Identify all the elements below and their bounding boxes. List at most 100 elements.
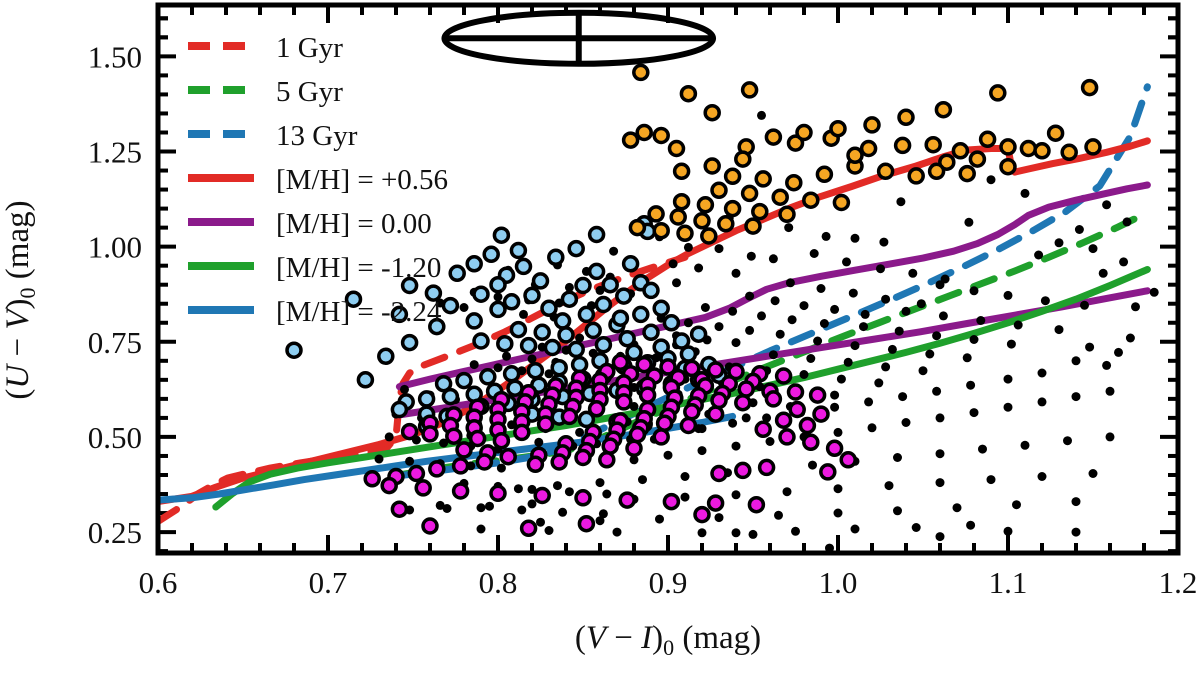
data-point <box>770 296 780 306</box>
data-point <box>553 312 572 330</box>
x-tick-label: 1.2 <box>1159 565 1198 600</box>
data-point <box>932 386 942 396</box>
data-point <box>451 482 470 500</box>
data-point <box>1080 300 1089 310</box>
data-point <box>455 371 473 390</box>
data-point <box>594 295 613 314</box>
data-point <box>595 516 605 526</box>
data-point <box>680 492 690 502</box>
legend-entry[interactable]: [M/H] = +0.56 <box>188 164 448 196</box>
data-point <box>472 285 490 303</box>
data-point <box>652 126 670 145</box>
data-point <box>434 374 453 393</box>
data-point <box>489 300 507 319</box>
data-point <box>1012 500 1021 510</box>
data-point <box>962 353 972 363</box>
data-point <box>745 291 755 301</box>
data-point <box>860 309 870 319</box>
data-point <box>1054 325 1064 335</box>
x-tick-label: 0.8 <box>479 565 518 600</box>
data-point <box>672 332 691 350</box>
data-point <box>465 312 483 330</box>
data-point <box>924 135 942 154</box>
data-point <box>405 456 415 466</box>
data-point <box>932 331 942 341</box>
data-point <box>700 303 710 312</box>
data-point <box>472 332 490 350</box>
data-point <box>531 272 550 290</box>
data-point <box>863 116 881 134</box>
data-point <box>757 458 776 477</box>
data-point <box>577 410 596 429</box>
data-point <box>356 371 375 389</box>
data-point <box>802 191 820 209</box>
data-point <box>1063 436 1072 446</box>
data-point <box>587 262 606 281</box>
data-point <box>734 150 752 168</box>
data-point <box>876 162 895 181</box>
data-point <box>587 225 606 244</box>
data-point <box>1088 244 1098 254</box>
data-point <box>459 303 469 312</box>
legend-entry[interactable]: 1 Gyr <box>188 32 343 64</box>
data-point <box>897 108 915 127</box>
data-point <box>421 517 439 535</box>
legend-entry[interactable]: 5 Gyr <box>188 76 343 108</box>
legend-entry[interactable]: [M/H] = 0.00 <box>188 208 432 240</box>
data-point <box>441 387 460 406</box>
data-point <box>700 227 718 245</box>
x-tick-label: 0.9 <box>649 565 688 600</box>
legend-label: 5 Gyr <box>276 76 343 108</box>
data-point <box>901 306 911 316</box>
data-point <box>893 506 902 516</box>
legend-entry[interactable]: 13 Gyr <box>188 120 358 152</box>
data-point <box>969 408 979 418</box>
data-point <box>706 494 725 512</box>
data-point <box>574 276 592 295</box>
data-point <box>1037 368 1047 378</box>
data-point <box>859 322 868 332</box>
y-tick-label: 0.75 <box>88 325 142 360</box>
data-point <box>731 528 741 538</box>
data-point <box>611 309 630 327</box>
x-tick-label: 0.7 <box>309 565 348 600</box>
data-point <box>935 280 945 290</box>
data-point <box>468 429 487 448</box>
data-point <box>489 275 507 294</box>
data-point <box>363 470 381 488</box>
data-point <box>1122 217 1132 227</box>
legend-entry[interactable]: [M/H] = -1.20 <box>188 252 441 284</box>
data-point <box>976 316 986 325</box>
data-point <box>964 217 974 227</box>
data-point <box>384 432 394 442</box>
data-point <box>764 128 783 146</box>
data-point <box>502 351 511 361</box>
data-point <box>1006 339 1016 349</box>
data-point <box>544 369 554 379</box>
legend-entry[interactable]: [M/H] = -2.24 <box>188 296 442 328</box>
data-point <box>672 162 691 181</box>
data-point <box>867 423 877 433</box>
data-point <box>832 193 851 212</box>
data-point <box>601 275 619 294</box>
data-point <box>901 418 911 427</box>
data-point <box>527 499 537 509</box>
data-point <box>519 309 528 319</box>
data-point <box>502 365 521 383</box>
data-point <box>1033 142 1051 160</box>
data-point <box>1102 200 1112 210</box>
data-point <box>519 336 538 355</box>
data-point <box>935 449 945 459</box>
data-point <box>493 363 503 373</box>
data-point <box>482 245 500 264</box>
data-point <box>731 268 741 278</box>
data-point <box>642 323 660 342</box>
data-point <box>647 205 665 223</box>
data-point <box>609 246 619 256</box>
data-point <box>680 472 690 481</box>
data-point <box>439 438 449 448</box>
data-point <box>825 439 844 458</box>
x-tick-label: 1.1 <box>989 565 1028 600</box>
data-point <box>774 510 783 520</box>
data-point <box>1046 124 1065 142</box>
